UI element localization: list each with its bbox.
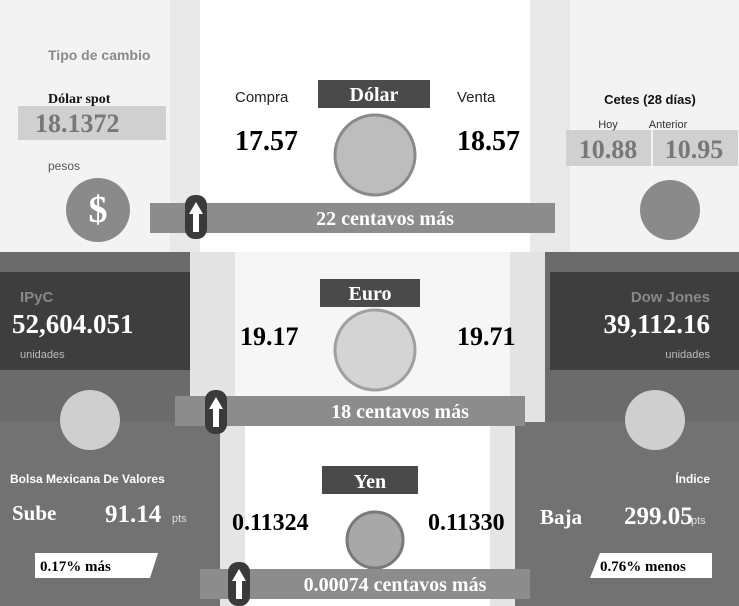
cetes-icon [640,180,700,240]
index-icon [625,390,685,450]
value: 0.11324 [232,510,309,536]
value: 17.57 [235,126,298,157]
label: Dow Jones [631,289,710,306]
infographic: $ Tipo de cambio Dólar spot 18.1372 peso… [0,0,739,606]
label: Hoy [598,119,618,131]
change: 0.17% más [40,559,111,575]
value: 19.17 [240,322,299,351]
yen-coin [347,512,403,568]
label: Venta [457,89,496,106]
label: IPyC [20,289,54,306]
dollar-sign: $ [89,189,108,231]
label: Dólar spot [48,92,111,107]
label: Anterior [649,119,688,131]
unit: unidades [20,349,65,361]
tab-title: Euro [349,283,392,305]
change: 0.76% menos [600,559,686,575]
unit: unidades [665,349,710,361]
label: Tipo de cambio [48,47,150,63]
change: 0.00074 centavos más [304,574,487,596]
value: 18.1372 [35,109,120,138]
value: 91.14 [105,501,162,528]
value: 52,604.051 [12,309,134,339]
tab-title: Dólar [350,84,399,106]
unit: pts [172,513,187,525]
tab-title: Yen [354,471,386,493]
label: Bolsa Mexicana De Valores [10,472,165,486]
change: 22 centavos más [316,208,454,230]
value: 10.88 [579,135,638,164]
value: 39,112.16 [603,309,710,339]
change: 18 centavos más [331,401,469,423]
value: 299.05 [624,503,693,530]
label: Cetes (28 días) [604,92,696,107]
bmv-icon [60,390,120,450]
page: {"exchange": {"label": "Tipo de cambio",… [0,0,739,606]
euro-coin [335,310,415,390]
dollar-coin [335,115,415,195]
value: 19.71 [457,322,516,351]
unit: pts [691,515,706,527]
label: Índice [675,471,710,486]
label: Compra [235,89,289,106]
direction: Sube [12,501,56,525]
value: 10.95 [665,135,724,164]
value: 0.11330 [428,510,505,536]
direction: Baja [540,505,583,529]
value: 18.57 [457,126,520,157]
unit: pesos [48,159,80,173]
